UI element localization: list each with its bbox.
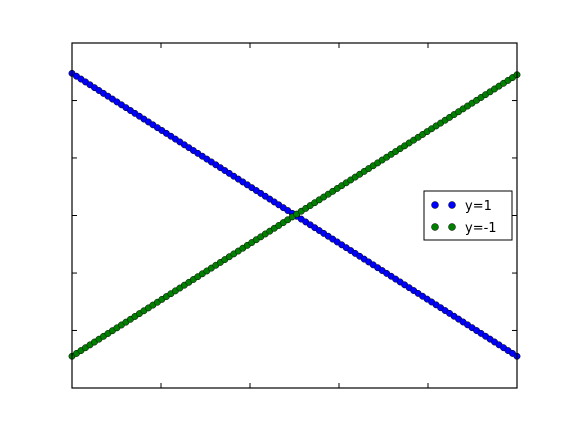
series-1 bbox=[68, 69, 521, 360]
legend-box bbox=[423, 190, 513, 241]
legend-marker bbox=[431, 223, 439, 231]
series-layer bbox=[68, 69, 521, 360]
legend-label: y=1 bbox=[465, 199, 492, 214]
legend-marker bbox=[431, 201, 439, 209]
legend-marker bbox=[448, 201, 456, 209]
legend-marker bbox=[448, 223, 456, 231]
plot-frame bbox=[71, 42, 518, 389]
legend: y=1 y=-1 bbox=[423, 190, 513, 241]
legend-label: y=-1 bbox=[465, 221, 497, 236]
series-2 bbox=[68, 71, 521, 360]
